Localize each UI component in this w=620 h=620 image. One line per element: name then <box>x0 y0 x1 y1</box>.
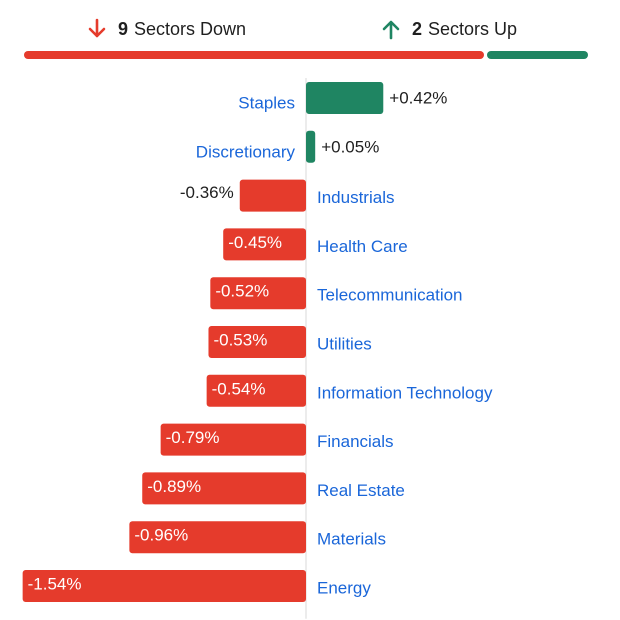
value-label-0: +0.42% <box>389 89 447 108</box>
sectors-up-summary: 2 Sectors Up <box>380 14 517 44</box>
value-label-1: +0.05% <box>321 137 379 156</box>
arrow-down-icon <box>88 18 106 38</box>
value-label-10: -1.54% <box>28 575 82 594</box>
bar-5 <box>208 326 306 358</box>
bar-4 <box>210 277 306 310</box>
arrow-up-icon <box>382 20 400 40</box>
sectors-up-count: 2 <box>412 18 423 39</box>
bar-9 <box>129 521 306 554</box>
sector-summary: 9 Sectors Down 2 Sectors Up <box>0 14 620 44</box>
category-label-2: Industrials <box>317 188 394 207</box>
bar-8 <box>142 472 306 505</box>
category-label-8: Real Estate <box>317 481 405 500</box>
value-label-5: -0.53% <box>213 331 267 350</box>
category-label-6: Information Technology <box>317 383 493 402</box>
bar-0 <box>306 82 384 114</box>
sectors-down-label: Sectors Down <box>134 18 247 39</box>
value-label-3: -0.45% <box>228 233 282 252</box>
category-label-0: Staples <box>238 94 295 113</box>
category-label-5: Utilities <box>317 335 372 354</box>
value-label-7: -0.79% <box>166 428 220 447</box>
sectors-down-summary: 9 Sectors Down <box>86 14 246 44</box>
category-label-10: Energy <box>317 579 371 598</box>
value-label-2: -0.36% <box>180 183 234 202</box>
bar-3 <box>223 228 306 261</box>
category-label-4: Telecommunication <box>317 286 463 305</box>
value-label-9: -0.96% <box>134 526 188 545</box>
sectors-up-label: Sectors Up <box>428 18 518 39</box>
bar-6 <box>206 374 306 407</box>
sectors-down-count: 9 <box>118 18 129 39</box>
sector-ratio-bar <box>24 51 588 59</box>
category-label-7: Financials <box>317 432 394 451</box>
category-label-3: Health Care <box>317 237 408 256</box>
category-label-9: Materials <box>317 530 386 549</box>
bar-2 <box>239 179 306 212</box>
bar-7 <box>160 423 306 456</box>
bar-1 <box>306 130 316 163</box>
value-label-8: -0.89% <box>147 477 201 496</box>
category-label-1: Discretionary <box>196 142 296 161</box>
value-label-4: -0.52% <box>215 282 269 301</box>
value-label-6: -0.54% <box>212 379 266 398</box>
sectors-down-segment <box>24 51 484 59</box>
bar-10 <box>22 570 306 602</box>
sectors-up-segment <box>487 51 588 59</box>
